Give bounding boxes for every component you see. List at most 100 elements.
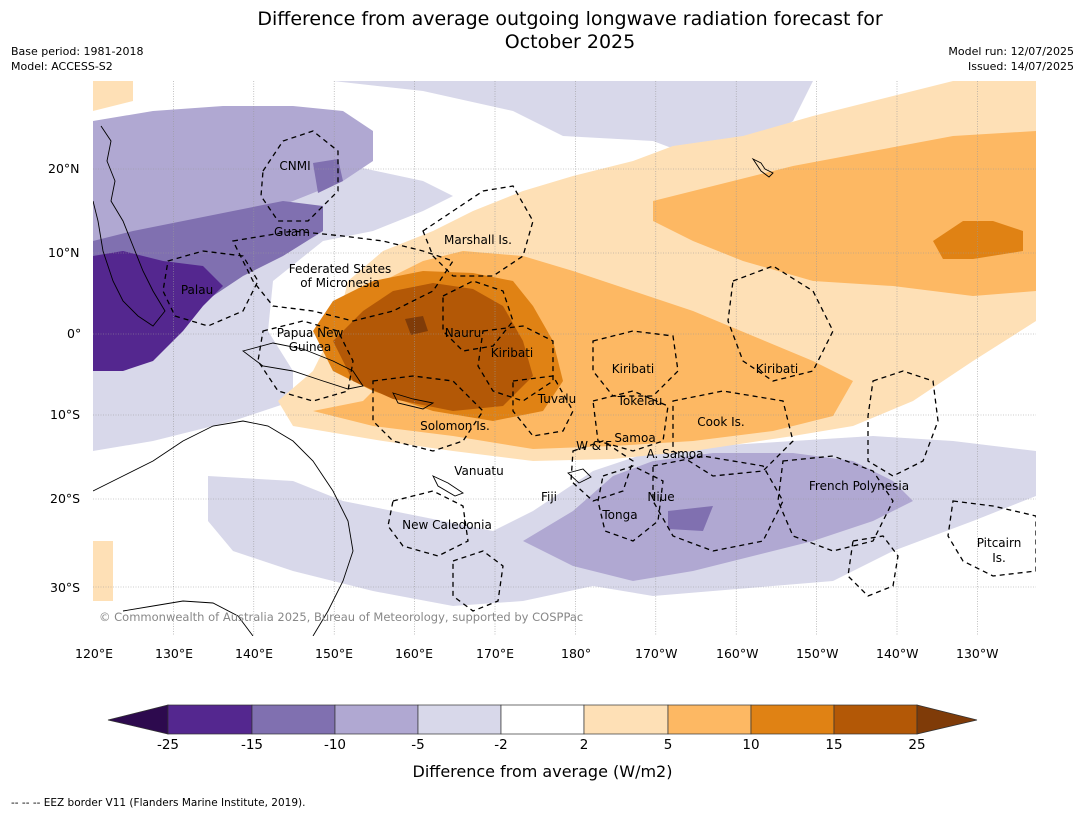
region-label: Papua New — [277, 326, 344, 340]
colorbar-label: Difference from average (W/m2) — [412, 762, 673, 781]
region-label: Niue — [647, 490, 674, 504]
chart-title: Difference from average outgoing longwav… — [0, 8, 1085, 54]
region-label: French Polynesia — [809, 479, 909, 493]
eez-footnote: -- -- -- EEZ border V11 (Flanders Marine… — [11, 797, 306, 809]
colorbar-tick: -5 — [411, 737, 425, 753]
colorbar-segment — [667, 704, 752, 735]
anomaly-p15 — [333, 283, 533, 411]
model-name: Model: ACCESS-S2 — [11, 60, 113, 73]
colorbar-segment — [750, 704, 835, 735]
colorbar-tick: 2 — [579, 737, 589, 753]
region-label: Guinea — [289, 340, 332, 354]
title-line-2: October 2025 — [504, 31, 636, 53]
new-guinea-coast — [241, 342, 364, 390]
region-label: Guam — [274, 225, 310, 239]
colorbar-tick: -10 — [323, 737, 347, 753]
lat-tick: 10°S — [50, 407, 81, 422]
region-labels: CNMI Guam Marshall Is. Federated States … — [181, 159, 1021, 565]
fiji-coast — [567, 468, 592, 484]
lon-tick: 130°W — [956, 646, 999, 661]
region-label: Tokelau — [617, 394, 663, 408]
lon-tick: 140°W — [876, 646, 919, 661]
region-label: Kiribati — [612, 362, 654, 376]
colorbar-tick: 25 — [908, 737, 926, 753]
lon-tick: 120°E — [75, 646, 114, 661]
colorbar-tick: 10 — [742, 737, 760, 753]
anomaly-p25 — [405, 316, 428, 335]
lat-tick: 30°S — [50, 580, 81, 595]
copyright-notice: © Commonwealth of Australia 2025, Bureau… — [99, 610, 583, 624]
region-label: Vanuatu — [454, 464, 504, 478]
meta-left: Base period: 1981-2018 Model: ACCESS-S2 — [11, 44, 143, 74]
colorbar-segment — [167, 704, 253, 735]
colorbar-segment — [334, 704, 419, 735]
region-label: Is. — [992, 551, 1006, 565]
colorbar-segment — [500, 704, 585, 735]
olr-anomaly-map: CNMI Guam Marshall Is. Federated States … — [93, 81, 1036, 636]
lat-tick: 0° — [67, 326, 82, 341]
region-label: Cook Is. — [697, 415, 744, 429]
colorbar-segment — [417, 704, 502, 735]
region-label: Kiribati — [756, 362, 798, 376]
region-label: W & F — [576, 439, 612, 453]
lon-tick: 170°W — [635, 646, 678, 661]
anomaly-p2-sw — [93, 541, 113, 601]
anomaly-m10-south — [523, 453, 913, 581]
region-label: Federated States — [289, 262, 391, 276]
gridlines — [93, 81, 1036, 636]
region-label: Fiji — [541, 490, 557, 504]
colorbar-tick: 15 — [825, 737, 843, 753]
hawaii-coast — [751, 157, 774, 178]
new-caledonia-coast — [432, 475, 464, 497]
lon-tick: 130°E — [155, 646, 194, 661]
colorbar-segment — [833, 704, 918, 735]
colorbar-extend-high — [916, 704, 978, 735]
meta-right: Model run: 12/07/2025 Issued: 14/07/2025 — [948, 44, 1074, 74]
colorbar-tick: -25 — [156, 737, 180, 753]
region-label: Palau — [181, 283, 213, 297]
anomaly-m25 — [93, 251, 223, 371]
lat-tick: 20°N — [48, 161, 80, 176]
region-label: Samoa — [614, 431, 655, 445]
region-label: CNMI — [279, 159, 310, 173]
region-label: Tuvalu — [537, 392, 577, 406]
positive-anomaly-fields — [93, 81, 1036, 601]
colorbar-tick: -2 — [494, 737, 508, 753]
title-line-1: Difference from average outgoing longwav… — [257, 8, 883, 30]
lon-tick: 150°E — [315, 646, 354, 661]
region-label: New Caledonia — [402, 518, 492, 532]
lon-tick: 160°E — [395, 646, 434, 661]
coastlines — [93, 125, 774, 636]
philippines-coast — [93, 125, 166, 327]
lon-tick: 140°E — [235, 646, 274, 661]
region-label: Marshall Is. — [444, 233, 512, 247]
colorbar-segment — [583, 704, 669, 735]
lon-tick: 170°E — [476, 646, 515, 661]
colorbar — [107, 704, 978, 735]
lon-tick: 180° — [561, 646, 592, 661]
australia-south-coast — [122, 600, 254, 636]
issued-date: Issued: 14/07/2025 — [967, 60, 1074, 73]
anomaly-p2-nw — [93, 81, 133, 111]
region-label: Solomon Is. — [420, 419, 490, 433]
lat-tick: 10°N — [48, 245, 80, 260]
region-label: A. Samoa — [647, 447, 704, 461]
colorbar-extend-low — [107, 704, 169, 735]
lat-tick: 20°S — [50, 491, 81, 506]
region-label: of Micronesia — [300, 276, 380, 290]
model-run: Model run: 12/07/2025 — [948, 45, 1074, 58]
eez-borders — [162, 130, 1036, 612]
region-label: Nauru — [445, 326, 481, 340]
lon-tick: 150°W — [796, 646, 839, 661]
australia-coast — [93, 420, 354, 636]
base-period: Base period: 1981-2018 — [11, 45, 144, 58]
region-label: Tonga — [601, 508, 637, 522]
colorbar-segment — [251, 704, 336, 735]
anomaly-m15 — [93, 159, 713, 531]
colorbar-tick: 5 — [663, 737, 673, 753]
region-label: Pitcairn — [977, 536, 1022, 550]
colorbar-tick: -15 — [240, 737, 264, 753]
lon-tick: 160°W — [716, 646, 759, 661]
solomon-coast — [392, 392, 435, 410]
region-label: Kiribati — [491, 346, 533, 360]
